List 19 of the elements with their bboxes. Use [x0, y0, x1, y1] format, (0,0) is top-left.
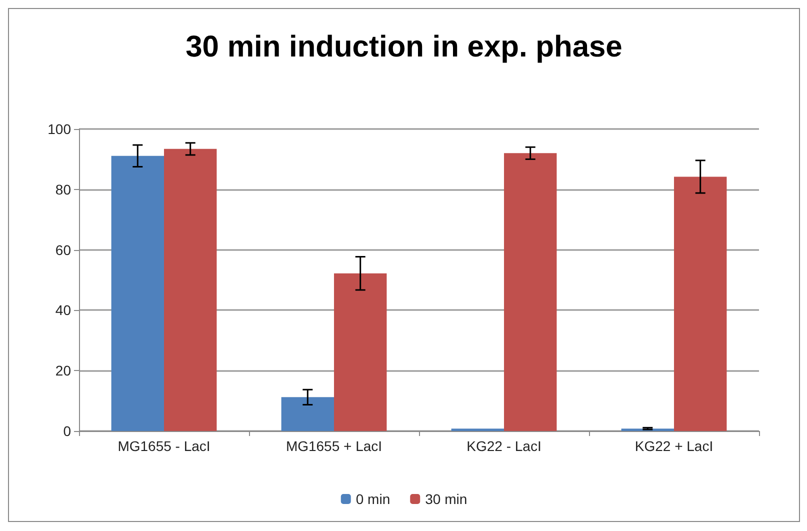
bar: [111, 156, 164, 431]
y-tick-label: 100: [48, 121, 72, 137]
x-tick-label: KG22 + LacI: [634, 438, 714, 454]
legend-label: 0 min: [356, 491, 390, 507]
bar: [674, 176, 727, 431]
bar: [281, 397, 334, 431]
chart-title: 30 min induction in exp. phase: [186, 30, 622, 64]
y-tick-label: 0: [63, 423, 72, 439]
x-tick-label: MG1655 + LacI: [286, 438, 382, 454]
y-tick-label: 60: [55, 242, 72, 258]
x-tick-label: KG22 - LacI: [466, 438, 542, 454]
x-tick-label: MG1655 - LacI: [118, 438, 210, 454]
legend-label: 30 min: [425, 491, 468, 507]
y-tick-label: 80: [55, 181, 72, 198]
bar: [334, 273, 387, 431]
bar: [504, 153, 557, 431]
bar: [164, 148, 217, 431]
y-tick-label: 40: [55, 302, 72, 318]
y-tick-label: 20: [55, 362, 72, 379]
